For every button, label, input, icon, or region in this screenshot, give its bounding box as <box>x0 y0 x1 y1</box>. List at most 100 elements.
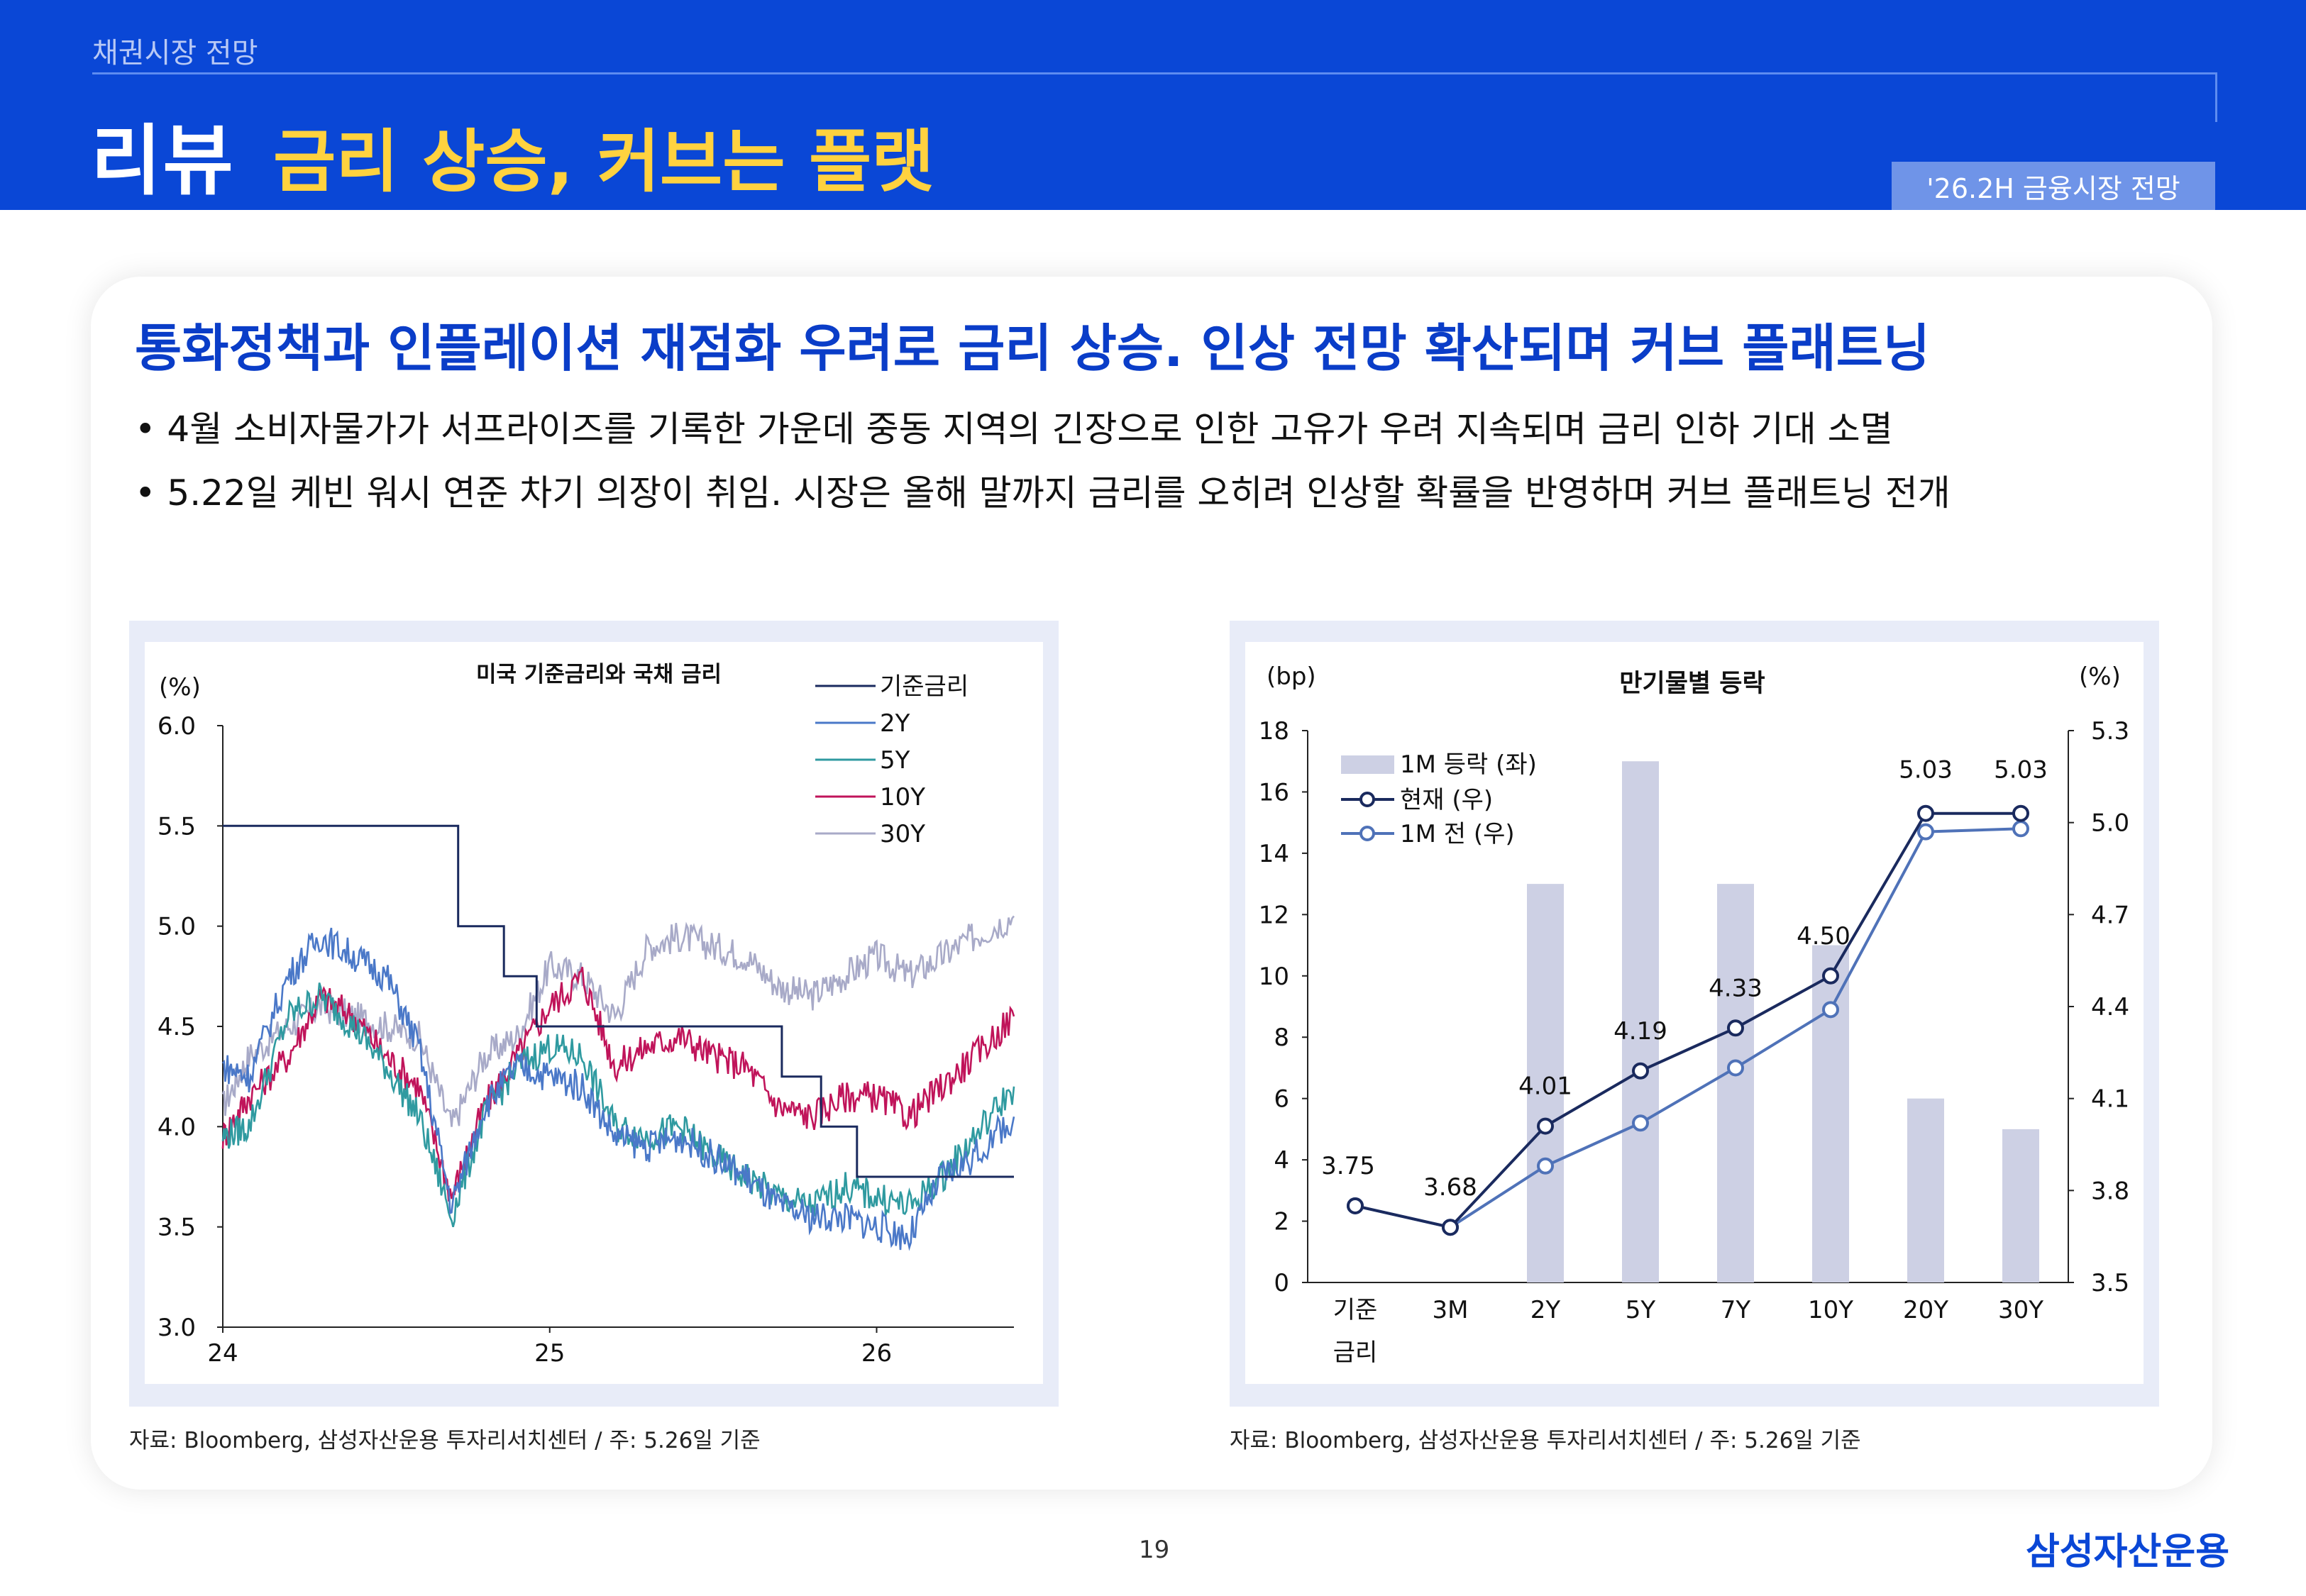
chart2-data-label: 4.01 <box>1518 1073 1572 1101</box>
chart2-data-label: 4.19 <box>1613 1017 1667 1046</box>
chart2-left-tick-label: 0 <box>1274 1269 1289 1297</box>
chart2-line-1m-ago-marker <box>1822 1001 1839 1019</box>
chart2-category-label: 5Y <box>1626 1296 1656 1324</box>
chart2-legend-label: 1M 등락 (좌) <box>1400 750 1537 779</box>
chart1-y-tick-label: 5.5 <box>158 812 196 841</box>
chart2-line-1m-ago-marker <box>1537 1157 1554 1175</box>
chart2-left-tick-label: 16 <box>1259 778 1289 807</box>
chart2-ylabel-right: (%) <box>2079 663 2121 691</box>
page-title: 리뷰 <box>91 117 235 206</box>
chart2-line-current-marker <box>1442 1219 1459 1236</box>
chart2-category-label: 2Y <box>1530 1296 1561 1324</box>
chart2-right-tick-label: 4.7 <box>2091 901 2129 929</box>
header-divider <box>92 72 2215 74</box>
chart2-line-1m-ago <box>1355 827 2021 1229</box>
chart1-series-10y <box>221 966 1015 1202</box>
chart2-right-tick-label: 5.3 <box>2091 717 2129 746</box>
chart2-category-label: 3M <box>1433 1296 1469 1324</box>
chart2-left-tick-label: 2 <box>1274 1208 1289 1236</box>
chart2-bar <box>1622 761 1659 1282</box>
chart2-line-current-marker <box>1537 1117 1554 1135</box>
right-chart-panel: 만기물별 등락 (bp) (%) 18 16 14 12 10 8 6 4 2 0 5.3 5.0 4.7 4.… <box>1245 642 2144 1384</box>
maturity-change-chart: 만기물별 등락 (bp) (%) 18 16 14 12 10 8 6 4 2 0 5.3 5.0 4.7 4.… <box>1259 663 2129 1367</box>
page-number: 19 <box>1139 1536 1170 1564</box>
chart2-data-label: 3.75 <box>1321 1152 1375 1180</box>
chart2-right-tick-label: 4.4 <box>2091 993 2129 1021</box>
chart2-left-tick-label: 12 <box>1259 901 1289 929</box>
chart1-title: 미국 기준금리와 국채 금리 <box>476 662 722 687</box>
chart2-legend-label: 현재 (우) <box>1400 786 1493 814</box>
chart2-category-label: 30Y <box>1998 1296 2043 1324</box>
chart1-series-base-rate <box>223 824 1014 1178</box>
chart2-left-tick-label: 14 <box>1259 840 1289 868</box>
chart1-series-2y <box>221 927 1015 1251</box>
chart2-data-label: 5.03 <box>1899 756 1953 785</box>
chart1-legend-label: 10Y <box>880 783 925 811</box>
chart2-bar <box>1907 1098 1944 1282</box>
chart2-line-current-marker <box>1917 804 1934 822</box>
chart1-legend-label: 2Y <box>880 709 910 738</box>
chart2-line-current <box>1355 811 2021 1229</box>
chart1-x-tick-label: 25 <box>534 1339 565 1368</box>
chart2-line-current-marker <box>1727 1019 1744 1037</box>
chart2-category-label: 금리 <box>1333 1339 1378 1367</box>
chart2-line-current-marker <box>2012 804 2029 822</box>
chart2-line-current-marker <box>1632 1062 1649 1080</box>
chart1-legend-label: 기준금리 <box>880 672 969 701</box>
chart2-data-label: 4.33 <box>1709 974 1762 1002</box>
chart2-left-tick-label: 18 <box>1259 717 1289 746</box>
chart1-y-tick-label: 5.0 <box>158 913 196 941</box>
header-divider-right <box>2215 72 2217 122</box>
chart2-bar <box>2002 1129 2039 1282</box>
chart2-bar <box>1527 884 1564 1282</box>
chart2-line-1m-ago-marker <box>2012 820 2029 838</box>
chart2-legend-current-marker <box>1359 792 1375 807</box>
chart2-category-label: 기준 <box>1333 1296 1378 1324</box>
chart1-y-tick-label: 3.0 <box>158 1314 196 1342</box>
chart2-legend-label: 1M 전 (우) <box>1400 820 1515 848</box>
chart2-data-label: 4.50 <box>1797 922 1850 951</box>
chart2-left-tick-label: 4 <box>1274 1146 1289 1175</box>
chart1-legend-label: 5Y <box>880 746 910 775</box>
chart2-line-1m-ago-marker <box>1727 1059 1744 1077</box>
left-chart-panel: 미국 기준금리와 국채 금리 (%) 6.0 5.5 5.0 4.5 4.0 3.5 3.0 24… <box>145 642 1043 1384</box>
chart1-y-tick-label: 4.0 <box>158 1113 196 1141</box>
company-logo: 삼성자산운용 <box>2026 1531 2230 1573</box>
chart2-line-1m-ago-marker <box>1917 823 1934 841</box>
chart2-ylabel-left: (bp) <box>1267 663 1316 691</box>
headline: 통화정책과 인플레이션 재점화 우려로 금리 상승. 인상 전망 확산되며 커브… <box>135 318 1931 378</box>
chart2-category-label: 10Y <box>1808 1296 1853 1324</box>
rates-line-chart: 미국 기준금리와 국채 금리 (%) 6.0 5.5 5.0 4.5 4.0 3.5 3.0 24… <box>158 662 1015 1368</box>
chart2-line-current-marker <box>1822 967 1839 985</box>
chart2-legend-prev-marker <box>1359 826 1375 841</box>
chart2-line-current-marker <box>1347 1197 1364 1214</box>
report-badge: '26.2H 금융시장 전망 <box>1892 162 2215 210</box>
section-label: 채권시장 전망 <box>92 37 258 70</box>
chart1-legend-label: 30Y <box>880 820 925 848</box>
chart2-category-label: 20Y <box>1903 1296 1948 1324</box>
chart2-title: 만기물별 등락 <box>1619 670 1765 698</box>
chart2-bar <box>1717 884 1754 1282</box>
chart2-right-tick-label: 3.5 <box>2091 1269 2129 1297</box>
chart1-ylabel: (%) <box>159 673 201 702</box>
chart1-y-tick-label: 4.5 <box>158 1013 196 1041</box>
chart2-left-tick-label: 10 <box>1259 963 1289 991</box>
chart1-y-tick-label: 3.5 <box>158 1214 196 1242</box>
chart2-left-tick-label: 6 <box>1274 1085 1289 1114</box>
chart1-x-tick-label: 26 <box>861 1339 892 1368</box>
bullet-1: • 4월 소비자물가가 서프라이즈를 기록한 가운데 중동 지역의 긴장으로 인… <box>135 409 1893 450</box>
chart2-line-1m-ago-marker <box>1632 1114 1649 1132</box>
chart2-data-label: 3.68 <box>1423 1173 1477 1202</box>
bullet-2: • 5.22일 케빈 워시 연준 차기 의장이 취임. 시장은 올해 말까지 금… <box>135 472 1951 514</box>
chart2-right-tick-label: 4.1 <box>2091 1085 2129 1114</box>
chart2-right-tick-label: 5.0 <box>2091 809 2129 838</box>
right-chart-source: 자료: Bloomberg, 삼성자산운용 투자리서치센터 / 주: 5.26일… <box>1230 1428 1861 1453</box>
chart2-bar <box>1812 945 1849 1282</box>
chart2-data-label: 5.03 <box>1994 756 2048 785</box>
chart1-series-5y <box>221 982 1015 1228</box>
chart2-legend-bar-swatch <box>1341 755 1394 774</box>
chart2-right-tick-label: 3.8 <box>2091 1177 2129 1205</box>
left-chart-source: 자료: Bloomberg, 삼성자산운용 투자리서치센터 / 주: 5.26일… <box>129 1428 761 1453</box>
chart2-left-tick-label: 8 <box>1274 1024 1289 1052</box>
chart2-category-label: 7Y <box>1721 1296 1751 1324</box>
